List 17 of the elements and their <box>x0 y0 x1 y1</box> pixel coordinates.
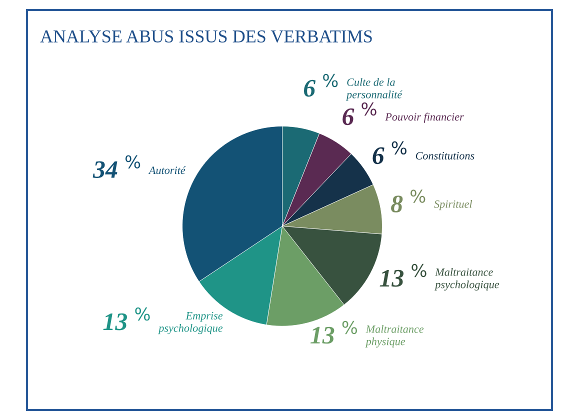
data-label: 13 $^{%}$ <box>310 320 358 344</box>
slice-label: Maltraitance physique <box>365 325 424 348</box>
slice-label: Autorité <box>148 166 186 174</box>
slice-label: Emprise psychologique <box>158 312 223 334</box>
data-label: 8 $^{%}$ <box>391 190 426 212</box>
slice-label: Spirituel <box>434 200 472 210</box>
data-label: 6 $^{%}$ <box>342 102 376 126</box>
data-label: 13 $^{%}$ <box>103 307 150 330</box>
chart-title: ANALYSE ABUS ISSUS DES VERBATIMS <box>40 30 372 43</box>
data-label: 6 $^{%}$ <box>372 141 406 164</box>
slice-label: Constitutions <box>416 152 474 160</box>
data-label: 34 $^{%}$ <box>92 155 140 178</box>
slice-label: Pouvoir financier <box>385 112 464 123</box>
data-label: 13 $^{%}$ <box>380 264 426 287</box>
slice-label: Culte de la personnalité <box>346 78 402 101</box>
data-label: 6 $^{%}$ <box>304 74 338 97</box>
slice-label: Maltraitance psychologique <box>434 268 500 291</box>
